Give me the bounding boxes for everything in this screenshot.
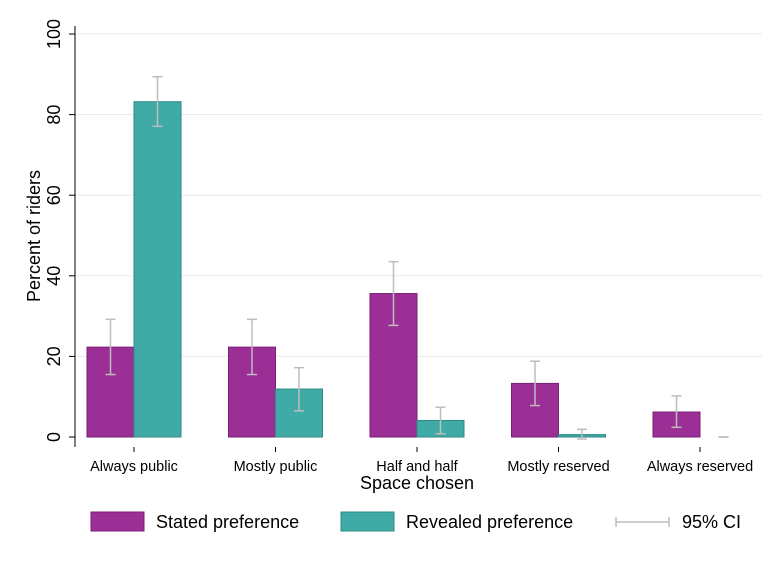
y-axis-title: Percent of riders	[24, 170, 44, 302]
y-tick-label: 100	[44, 19, 64, 49]
legend-ci-symbol	[615, 517, 670, 527]
x-tick-label: Mostly public	[234, 459, 318, 475]
legend-label-stated: Stated preference	[156, 512, 299, 532]
legend-label-revealed: Revealed preference	[406, 512, 573, 532]
ci-layer	[105, 75, 729, 440]
x-tick-label: Half and half	[376, 459, 458, 475]
legend-label-ci: 95% CI	[682, 512, 741, 532]
y-tick-label: 20	[44, 346, 64, 366]
x-tick-label: Always reserved	[647, 459, 753, 475]
y-tick-label: 40	[44, 266, 64, 286]
legend-swatch-revealed	[340, 511, 395, 532]
y-tick-label: 60	[44, 185, 64, 205]
x-tick-label: Always public	[90, 459, 178, 475]
bar-revealed	[133, 101, 182, 438]
grid-layer	[75, 33, 762, 357]
x-tick-label: Mostly reserved	[507, 459, 609, 475]
axis-layer: 0 20 40 60 80 100 Always public Mostly public Ha…	[44, 19, 753, 475]
legend-swatch-stated	[90, 511, 145, 532]
x-axis-title: Space chosen	[360, 473, 474, 493]
y-tick-label: 0	[44, 432, 64, 442]
y-tick-label: 80	[44, 105, 64, 125]
legend: Stated preference Revealed preference 95…	[90, 511, 741, 532]
bar-layer	[86, 101, 701, 438]
